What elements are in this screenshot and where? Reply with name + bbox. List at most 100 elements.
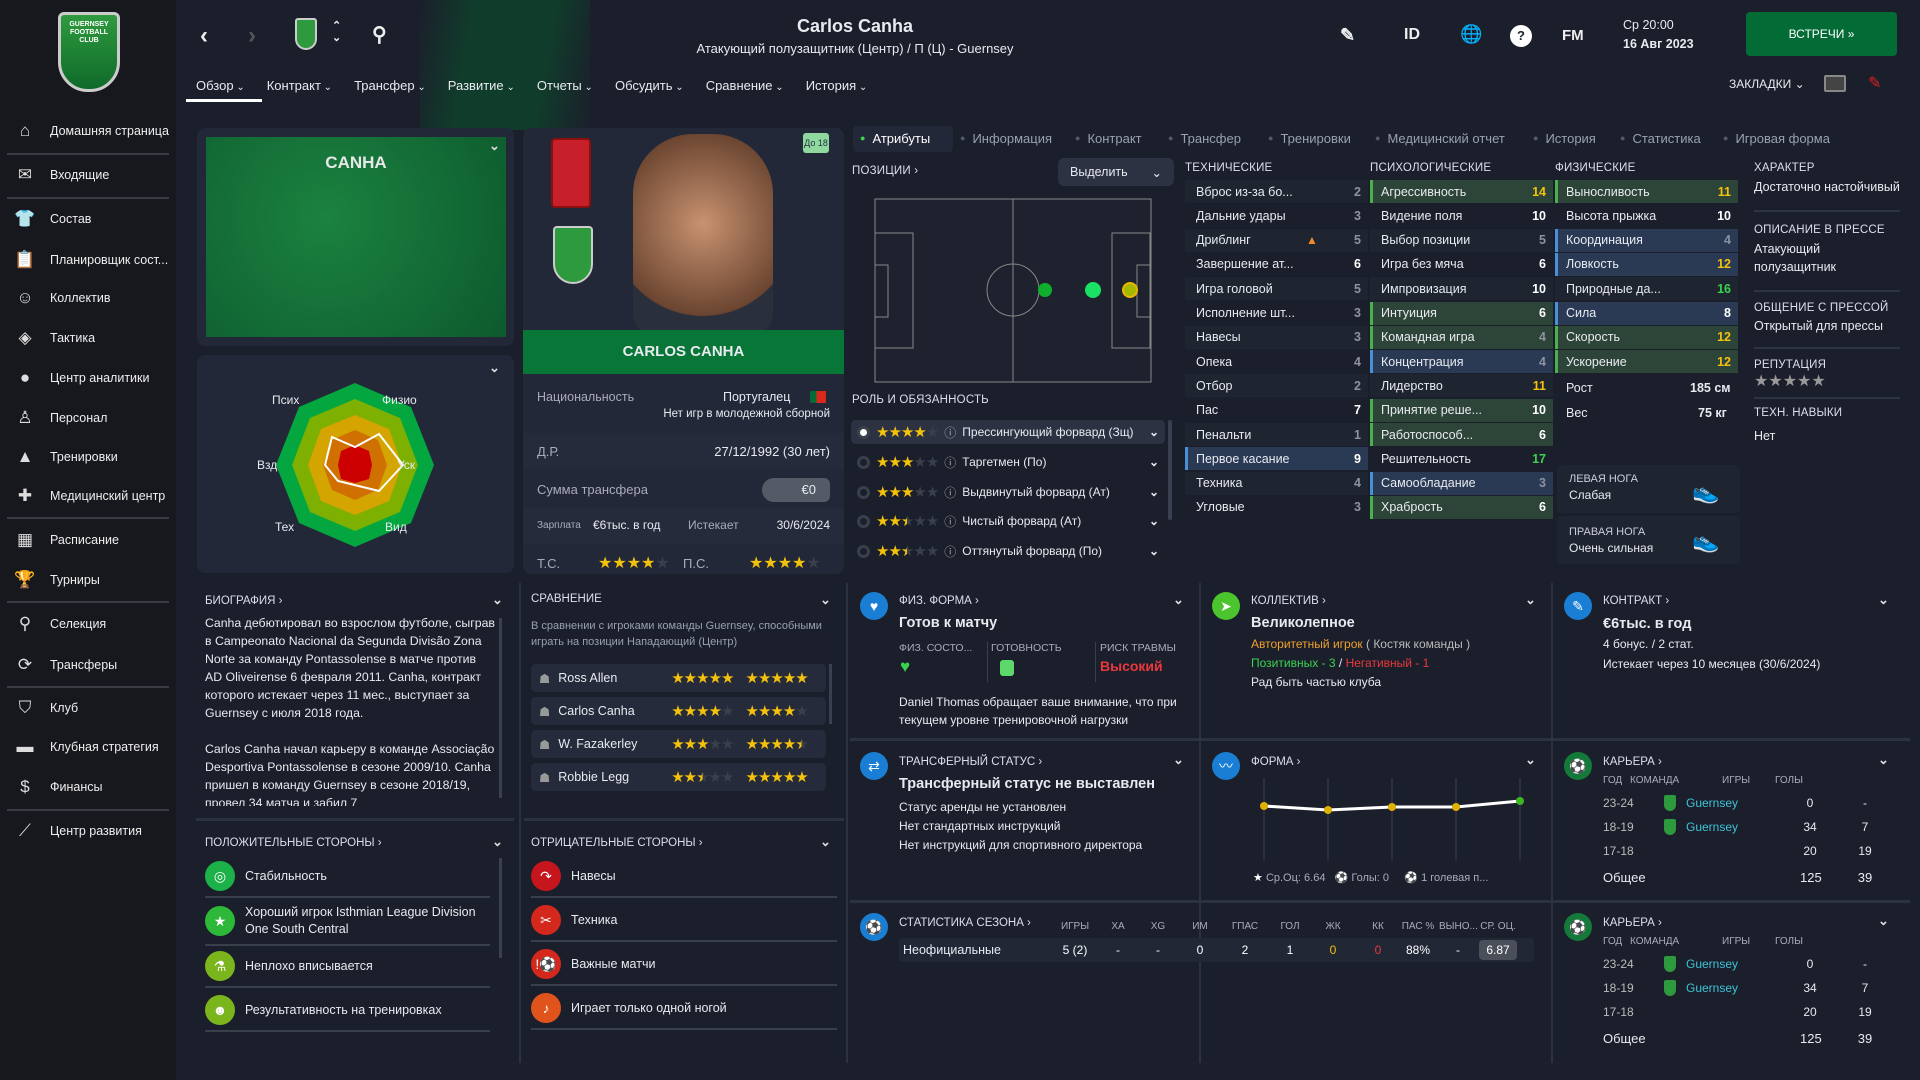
role-row[interactable]: ★★★★★ ⓘ Таргетмен (По) ⌄ bbox=[851, 450, 1165, 474]
subtab-7[interactable]: Статистика bbox=[1620, 131, 1700, 146]
sidebar-item-6[interactable]: ● Центр аналитики bbox=[0, 361, 170, 395]
edit-pencil-icon[interactable]: ✎ bbox=[1340, 25, 1356, 45]
attribute-row[interactable]: Агрессивность 14 bbox=[1370, 180, 1553, 203]
monitor-icon[interactable] bbox=[1824, 75, 1846, 92]
sidebar-item-5[interactable]: ◈ Тактика bbox=[0, 321, 170, 355]
attribute-row[interactable]: Опека 4 bbox=[1185, 350, 1368, 373]
tab-5[interactable]: Обсудить bbox=[615, 78, 684, 93]
info-icon[interactable]: ⓘ bbox=[944, 425, 957, 440]
transfer-status-title[interactable]: ТРАНСФЕРНЫЙ СТАТУС › bbox=[899, 756, 1043, 768]
negative-relationships[interactable]: Негативный - 1 bbox=[1345, 656, 1430, 670]
role-radio[interactable] bbox=[857, 425, 870, 439]
sidebar-item-1[interactable]: ✉ Входящие bbox=[0, 158, 170, 192]
sidebar-item-17[interactable]: ⟋ Центр развития bbox=[0, 814, 170, 848]
meetings-button[interactable]: ВСТРЕЧИ » bbox=[1746, 12, 1897, 56]
binoculars-icon[interactable]: ⚲ bbox=[372, 24, 387, 46]
form-point[interactable] bbox=[1324, 806, 1332, 814]
info-icon[interactable]: ⓘ bbox=[944, 455, 957, 470]
attribute-row[interactable]: Игра без мяча 6 bbox=[1370, 253, 1553, 276]
chevron-down-icon[interactable]: ⌄ bbox=[1148, 485, 1159, 499]
chevron-down-icon[interactable]: ⌄ bbox=[1173, 752, 1184, 767]
comparison-row[interactable]: ☗ Carlos Canha ★★★★★ ★★★★★ bbox=[531, 697, 826, 725]
attribute-row[interactable]: Скорость 12 bbox=[1555, 325, 1738, 349]
list-item[interactable]: ↷ Навесы bbox=[531, 856, 837, 898]
attribute-row[interactable]: Принятие реше... 10 bbox=[1370, 398, 1553, 422]
sidebar-item-16[interactable]: $ Финансы bbox=[0, 770, 170, 804]
list-item[interactable]: ☻ Результативность на тренировках bbox=[205, 990, 490, 1032]
tab-4[interactable]: Отчеты bbox=[537, 78, 593, 93]
attribute-row[interactable]: Первое касание 9 bbox=[1185, 447, 1368, 471]
tab-0[interactable]: Обзор bbox=[196, 78, 245, 93]
position-marker-am[interactable] bbox=[1038, 283, 1052, 297]
fitness-title[interactable]: ФИЗ. ФОРМА › bbox=[899, 595, 979, 607]
attribute-row[interactable]: Координация 4 bbox=[1555, 228, 1738, 252]
tab-7[interactable]: История bbox=[806, 78, 868, 93]
chevron-down-icon[interactable]: ⌄ bbox=[1878, 592, 1889, 607]
attribute-row[interactable]: Командная игра 4 bbox=[1370, 325, 1553, 349]
season-stats-title[interactable]: СТАТИСТИКА СЕЗОНА › bbox=[899, 917, 1031, 929]
attribute-row[interactable]: Лидерство 11 bbox=[1370, 374, 1553, 398]
list-item[interactable]: ♪ Играет только одной ногой bbox=[531, 988, 837, 1030]
attribute-row[interactable]: Выносливость 11 bbox=[1555, 180, 1738, 203]
tab-3[interactable]: Развитие bbox=[448, 78, 515, 93]
career-team-link[interactable]: Guernsey bbox=[1686, 820, 1739, 834]
weaknesses-title[interactable]: ОТРИЦАТЕЛЬНЫЕ СТОРОНЫ › bbox=[531, 837, 703, 849]
position-marker-st-natural[interactable] bbox=[1085, 282, 1101, 298]
strengths-title[interactable]: ПОЛОЖИТЕЛЬНЫЕ СТОРОНЫ › bbox=[205, 837, 382, 849]
attribute-row[interactable]: Ускорение 12 bbox=[1555, 350, 1738, 374]
list-item[interactable]: ✂ Техника bbox=[531, 900, 837, 942]
attribute-row[interactable]: Отбор 2 bbox=[1185, 374, 1368, 398]
form-title[interactable]: ФОРМА › bbox=[1251, 756, 1301, 768]
subtab-3[interactable]: Трансфер bbox=[1168, 131, 1241, 146]
sidebar-item-9[interactable]: ✚ Медицинский центр bbox=[0, 479, 170, 513]
tab-2[interactable]: Трансфер bbox=[354, 78, 426, 93]
attribute-row[interactable]: Интуиция 6 bbox=[1370, 301, 1553, 325]
career-title[interactable]: КАРЬЕРА › bbox=[1603, 756, 1662, 768]
position-marker-selected[interactable] bbox=[1122, 282, 1138, 298]
chevron-down-icon[interactable]: ⌄ bbox=[1148, 425, 1159, 439]
chevron-down-icon[interactable]: ⌄ bbox=[820, 592, 831, 607]
sidebar-item-15[interactable]: ▬ Клубная стратегия bbox=[0, 730, 170, 764]
subtab-2[interactable]: Контракт bbox=[1075, 131, 1141, 146]
strengths-scrollbar[interactable] bbox=[499, 858, 502, 958]
back-arrow-icon[interactable]: ‹ bbox=[200, 22, 208, 49]
club-badge-icon[interactable] bbox=[295, 18, 317, 50]
info-icon[interactable]: ⓘ bbox=[944, 514, 957, 529]
transfer-value-tag[interactable]: €0 bbox=[762, 478, 830, 502]
sidebar-item-11[interactable]: 🏆 Турниры bbox=[0, 563, 170, 597]
chevron-down-icon[interactable]: ⌄ bbox=[1148, 455, 1159, 469]
biography-title[interactable]: БИОГРАФИЯ › bbox=[205, 595, 283, 607]
sidebar-item-12[interactable]: ⚲ Селекция bbox=[0, 607, 170, 641]
dynamics-title[interactable]: КОЛЛЕКТИВ › bbox=[1251, 595, 1326, 607]
attribute-row[interactable]: Импровизация 10 bbox=[1370, 277, 1553, 301]
chevron-down-icon[interactable]: ⌄ bbox=[492, 834, 503, 849]
attribute-row[interactable]: Техника 4 bbox=[1185, 471, 1368, 495]
comparison-row[interactable]: ☗ W. Fazakerley ★★★★★ ★★★★★ bbox=[531, 730, 826, 758]
attribute-row[interactable]: Решительность 17 bbox=[1370, 447, 1553, 470]
info-icon[interactable]: ⓘ bbox=[944, 544, 957, 559]
attribute-row[interactable]: Вброс из-за бо... 2 bbox=[1185, 180, 1368, 203]
career-team-link[interactable]: Guernsey bbox=[1686, 796, 1739, 810]
career-team-link[interactable]: Guernsey bbox=[1686, 957, 1739, 971]
attribute-row[interactable]: Пенальти 1 bbox=[1185, 423, 1368, 446]
attribute-row[interactable]: Завершение ат... 6 bbox=[1185, 253, 1368, 276]
up-down-icon[interactable]: ⌃ ⌄ bbox=[332, 20, 342, 44]
tab-1[interactable]: Контракт bbox=[267, 78, 332, 93]
attribute-row[interactable]: Исполнение шт... 3 bbox=[1185, 302, 1368, 325]
attribute-row[interactable]: Самообладание 3 bbox=[1370, 471, 1553, 495]
chevron-down-icon[interactable]: ⌄ bbox=[1525, 752, 1536, 767]
attribute-row[interactable]: Высота прыжка 10 bbox=[1555, 204, 1738, 227]
roles-scrollbar[interactable] bbox=[1168, 420, 1172, 520]
sidebar-item-2[interactable]: 👕 Состав bbox=[0, 202, 170, 236]
positive-relationships[interactable]: Позитивных - 3 bbox=[1251, 656, 1336, 670]
career-title[interactable]: КАРЬЕРА › bbox=[1603, 917, 1662, 929]
sidebar-item-8[interactable]: ▲ Тренировки bbox=[0, 440, 170, 474]
chevron-down-icon[interactable]: ⌄ bbox=[1525, 592, 1536, 607]
biography-scrollbar[interactable] bbox=[499, 618, 502, 798]
chevron-down-icon[interactable]: ⌄ bbox=[1878, 913, 1889, 928]
sidebar-item-14[interactable]: ⛉ Клуб bbox=[0, 691, 170, 725]
role-radio[interactable] bbox=[857, 485, 870, 499]
attribute-row[interactable]: Пас 7 bbox=[1185, 399, 1368, 422]
attribute-row[interactable]: Природные да... 16 bbox=[1555, 277, 1738, 301]
role-row[interactable]: ★★★★★ ⓘ Выдвинутый форвард (Ат) ⌄ bbox=[851, 480, 1165, 504]
